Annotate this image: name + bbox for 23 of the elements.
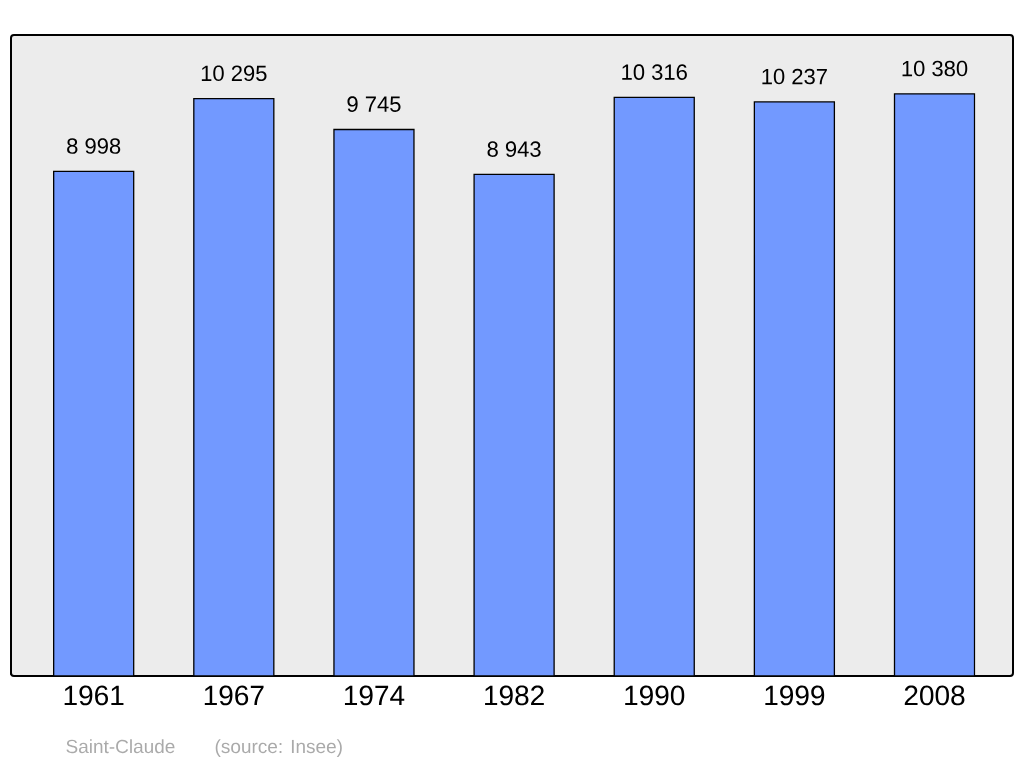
data-label: 9 745 (347, 96, 401, 112)
data-label: 8 943 (487, 141, 541, 157)
x-tick-label: 1999 (765, 685, 825, 706)
text: Saint-Claude (66, 739, 175, 754)
x-tick-label: 1982 (485, 685, 544, 706)
data-label: 8 998 (67, 138, 121, 154)
x-tick-label: 1967 (204, 685, 264, 706)
text: (source: Insee) (215, 739, 342, 757)
bar (473, 173, 555, 676)
bar (753, 101, 836, 676)
data-label: 10 316 (622, 64, 687, 80)
x-tick-label: 1961 (64, 685, 124, 706)
data-label: 10 237 (762, 68, 827, 85)
bar (333, 128, 415, 676)
x-tick-label: 1974 (344, 685, 405, 706)
bar (893, 93, 976, 676)
x-tick-label: 1990 (625, 685, 685, 706)
data-label: 10 380 (902, 60, 968, 77)
bar (53, 170, 135, 676)
bar (613, 96, 695, 676)
x-tick-label: 2008 (904, 685, 965, 706)
bar (193, 97, 275, 676)
data-label: 10 295 (201, 65, 267, 82)
